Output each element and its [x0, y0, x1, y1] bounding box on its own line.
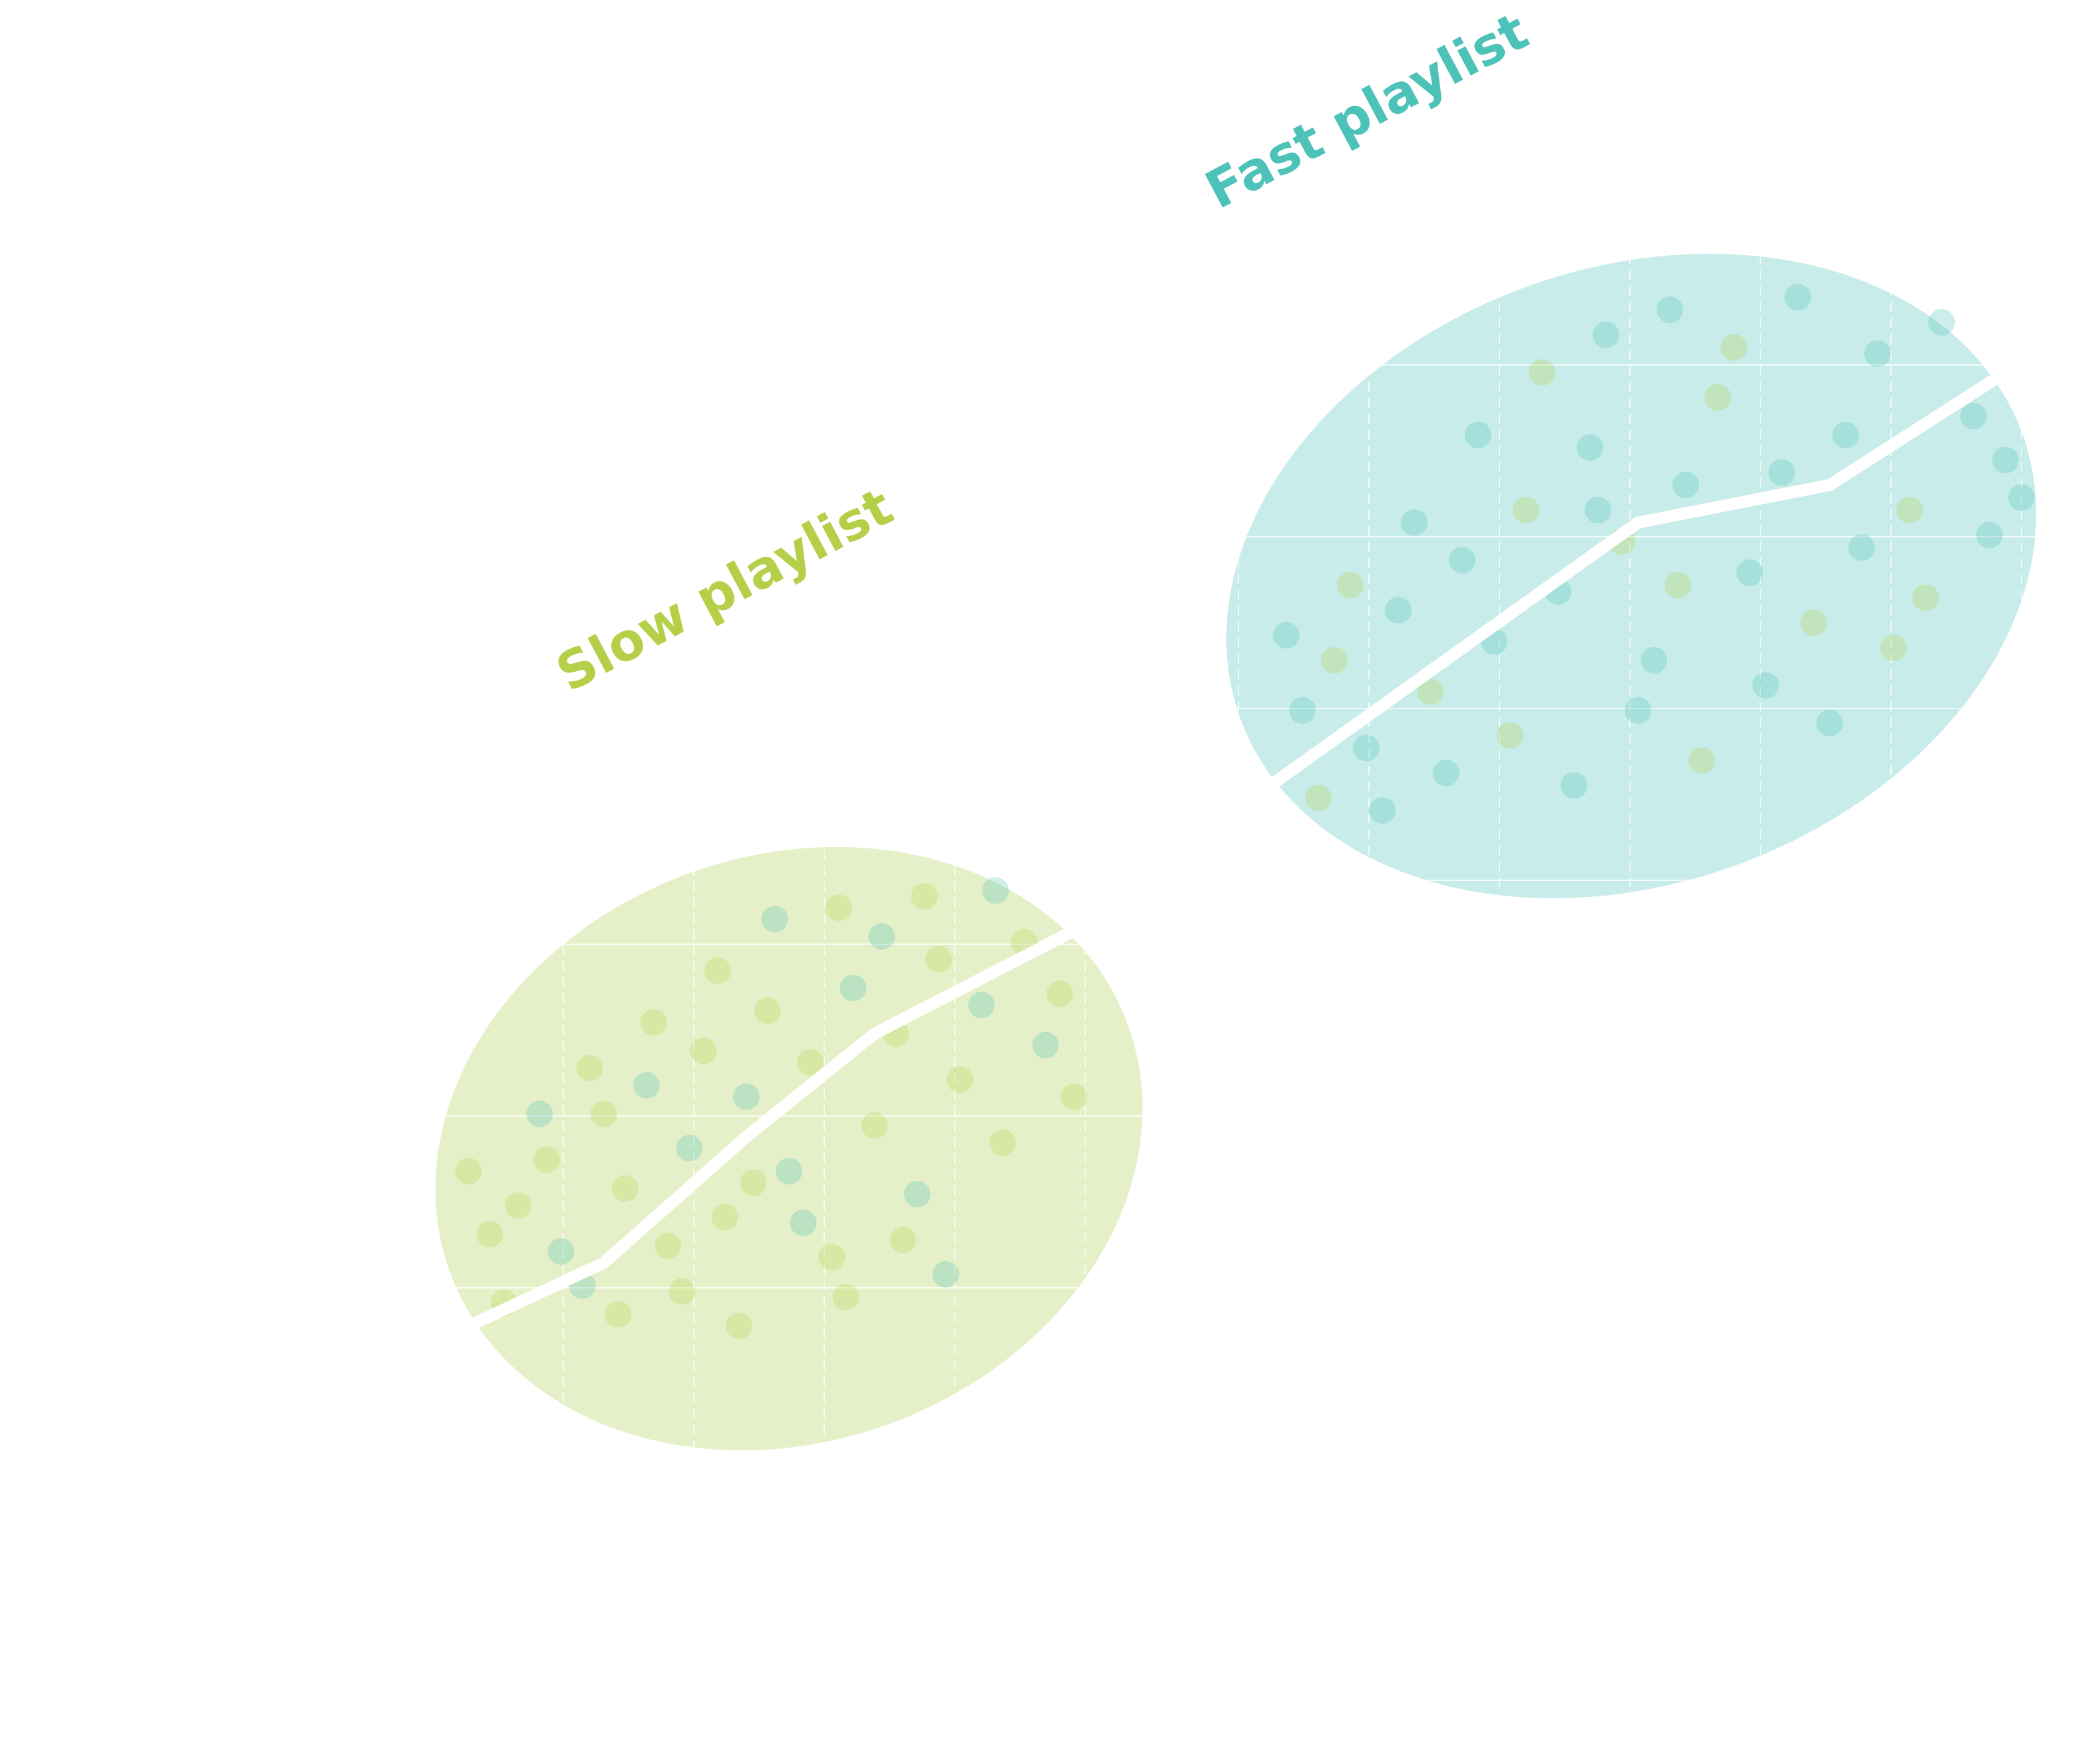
data-point [1705, 384, 1731, 411]
data-point [526, 1100, 553, 1127]
data-point [1401, 509, 1428, 536]
data-point [1880, 634, 1907, 661]
slow-trend-line [430, 925, 1077, 1348]
data-point [1577, 434, 1603, 461]
data-point [1928, 309, 1955, 336]
data-point [1657, 296, 1683, 324]
data-point [1896, 497, 1923, 523]
data-point [967, 992, 995, 1019]
data-point [989, 1129, 1016, 1156]
data-point [1321, 647, 1348, 674]
data-point [797, 1049, 824, 1076]
data-point [1273, 622, 1300, 649]
data-point [904, 1181, 931, 1208]
data-point [868, 923, 896, 950]
data-point [818, 1243, 846, 1271]
data-point [711, 1203, 738, 1231]
data-point [455, 1157, 482, 1185]
data-point [1673, 471, 1699, 499]
data-point [476, 1221, 503, 1248]
fast-playlist-label: Fast playlist [1196, 1, 1538, 221]
data-point [1720, 334, 1747, 361]
data-point [2008, 484, 2035, 511]
data-point [1641, 647, 1667, 674]
data-point [1465, 422, 1491, 449]
data-point [1513, 497, 1539, 523]
data-point [505, 1192, 532, 1219]
data-point [1912, 584, 1939, 611]
data-point [890, 1227, 917, 1253]
data-point [911, 883, 938, 910]
data-point [1800, 609, 1827, 637]
data-point [832, 1284, 860, 1310]
data-point [840, 974, 867, 1002]
data-point [1032, 1031, 1059, 1059]
data-point [740, 1169, 767, 1196]
data-point [1752, 672, 1779, 699]
data-point [1385, 597, 1412, 624]
slow-points [455, 877, 1087, 1339]
data-point [1585, 497, 1611, 523]
data-point [547, 1238, 575, 1265]
data-point [1593, 321, 1619, 348]
fast-blob [1226, 254, 2037, 898]
data-point [1665, 571, 1691, 599]
data-point [861, 1112, 888, 1139]
data-point [1689, 747, 1715, 774]
data-point [946, 1066, 973, 1093]
data-point [1864, 340, 1891, 367]
data-point [1046, 980, 1073, 1008]
data-point [1625, 697, 1651, 724]
data-point [704, 957, 731, 984]
data-point [1768, 459, 1795, 486]
data-point [1061, 1083, 1087, 1110]
data-point [1497, 722, 1523, 749]
data-point [726, 1312, 753, 1339]
data-point [676, 1135, 703, 1162]
data-point [668, 1278, 696, 1305]
data-point [633, 1071, 660, 1099]
data-point [1848, 534, 1875, 561]
slow-blob [435, 846, 1143, 1451]
data-point [761, 906, 788, 933]
data-point [533, 1146, 561, 1173]
data-point [776, 1157, 802, 1185]
data-point [1289, 697, 1316, 724]
data-point [611, 1175, 639, 1202]
data-point [690, 1037, 717, 1065]
slow-playlist-label: Slow playlist [547, 477, 903, 704]
data-point [1337, 571, 1364, 599]
data-point [1561, 772, 1587, 799]
data-point [640, 1009, 667, 1036]
data-point [1832, 422, 1859, 449]
data-point [982, 877, 1009, 904]
data-point [1449, 547, 1475, 574]
data-point [1976, 521, 2003, 549]
data-point [1305, 784, 1332, 812]
data-point [1433, 759, 1459, 786]
data-point [790, 1209, 817, 1237]
data-point [1353, 734, 1380, 762]
data-point [1784, 284, 1811, 311]
data-point [732, 1083, 760, 1110]
data-point [590, 1100, 617, 1127]
data-point [1369, 797, 1396, 824]
data-point [1816, 709, 1843, 736]
data-point [932, 1261, 959, 1288]
fast-panel: Fast playlist [1135, 1, 2100, 1008]
data-point [1529, 359, 1555, 386]
data-point [576, 1055, 603, 1081]
data-point [825, 894, 852, 922]
data-point [1992, 446, 2019, 473]
data-point [1960, 403, 1987, 430]
data-point [1417, 678, 1444, 705]
fast-trend-line [1266, 367, 2009, 790]
data-point [1736, 559, 1763, 586]
data-point [655, 1232, 682, 1259]
data-point [605, 1301, 632, 1328]
data-point [754, 998, 781, 1024]
data-point [925, 946, 952, 973]
